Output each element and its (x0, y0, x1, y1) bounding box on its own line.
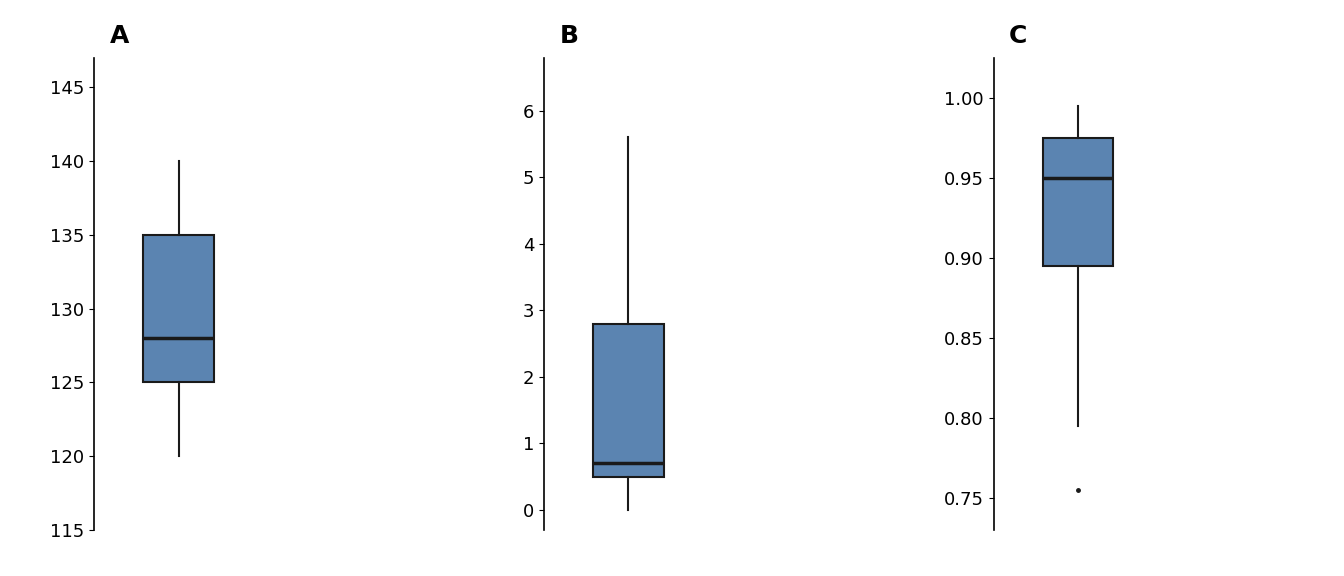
PathPatch shape (1043, 138, 1113, 266)
PathPatch shape (593, 324, 664, 477)
Text: A: A (110, 24, 129, 48)
Text: B: B (559, 24, 578, 48)
Text: C: C (1009, 24, 1027, 48)
PathPatch shape (144, 235, 214, 382)
